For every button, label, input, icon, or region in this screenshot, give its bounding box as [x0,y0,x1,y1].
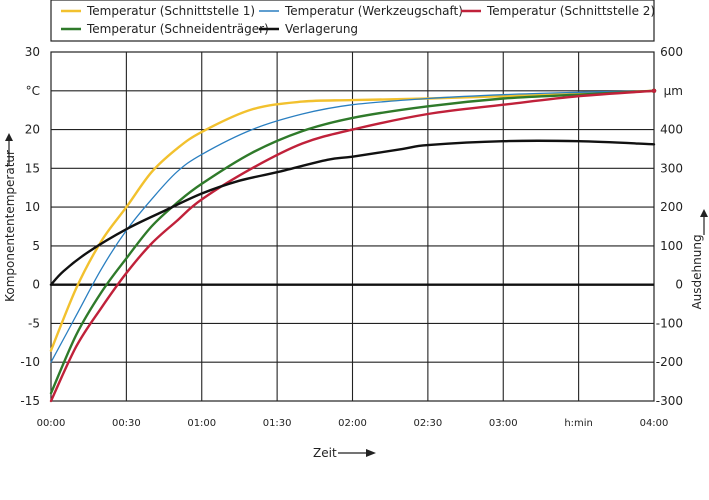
x-tick-label: 02:00 [338,418,367,429]
legend-label: Temperatur (Schneidenträger) [86,22,269,36]
series-line-3 [49,89,656,395]
series-line-1 [50,90,655,363]
y-left-tick-label: 5 [32,239,40,253]
x-axis-arrow [338,449,376,457]
x-tick-label: 01:30 [263,418,292,429]
x-tick-label: h:min [564,418,593,429]
y-right-tick-label: µm [664,84,683,98]
x-tick-label: 01:00 [187,418,216,429]
y-right-tick-label: 100 [660,239,683,253]
x-axis-ticks: 00:00 00:30 01:00 01:30 02:00 02:30 03:00 h:min… [37,418,669,429]
legend-label: Temperatur (Schnittstelle 2) [486,4,655,18]
y-axis-left-title: Komponententemperatur [3,150,17,302]
x-tick-label: 00:00 [37,418,66,429]
series-endpoints [651,88,657,93]
y-left-tick-label: -10 [20,355,40,369]
series-point-2 [651,88,657,93]
y-left-tick-label: °C [26,84,40,98]
y-right-tick-label: 400 [660,123,683,137]
series-line-2 [49,89,656,403]
series-lines [49,89,656,403]
series-line-0 [49,89,656,352]
y-left-tick-label: 30 [25,45,40,59]
x-tick-label: 03:00 [489,418,518,429]
legend-label: Verlagerung [285,22,358,36]
x-tick-label: 04:00 [640,418,669,429]
y-right-tick-label: -100 [656,316,683,330]
legend-box [50,0,655,42]
y-left-tick-label: -15 [20,394,40,408]
legend-label: Temperatur (Schnittstelle 1) [86,4,255,18]
y-right-tick-label: 600 [660,45,683,59]
y-left-tick-label: 10 [25,200,40,214]
y-right-tick-label: -200 [656,355,683,369]
y-axis-right-arrow [700,209,708,235]
y-right-tick-label: 300 [660,161,683,175]
x-tick-label: 02:30 [413,418,442,429]
legend-label: Temperatur (Werkzeugschaft) [284,4,463,18]
y-left-tick-label: 15 [25,161,40,175]
y-axis-left-arrow [5,133,13,166]
x-tick-label: 00:30 [112,418,141,429]
series-line-4 [49,139,656,286]
legend: Temperatur (Schnittstelle 1) Temperatur (… [50,0,655,42]
y-right-tick-label: -300 [656,394,683,408]
y-axis-right-ticks: 600 µm 400 300 200 100 0 -100 -200 -300 [656,45,683,408]
y-right-tick-label: 200 [660,200,683,214]
y-left-tick-label: -5 [28,316,40,330]
y-axis-right-title: Ausdehnung [690,234,704,309]
y-axis-left-ticks: 30 °C 20 15 10 5 0 -5 -10 -15 [20,45,40,408]
x-axis-title: Zeit [313,446,337,460]
y-left-tick-label: 0 [32,278,40,292]
y-left-tick-label: 20 [25,123,40,137]
y-right-tick-label: 0 [675,278,683,292]
